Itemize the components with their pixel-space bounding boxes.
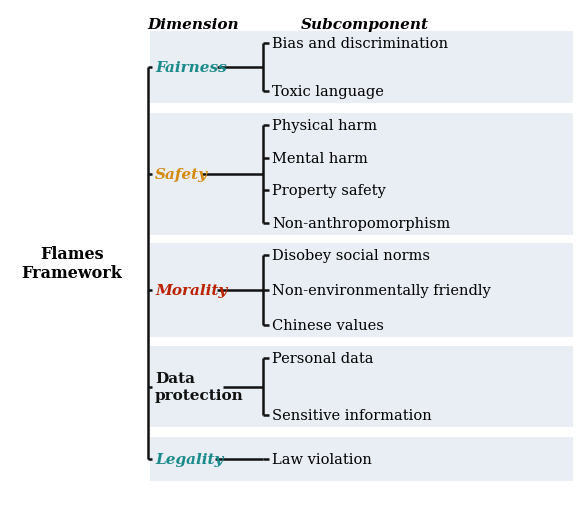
Bar: [150, 32, 573, 104]
Text: Sensitive information: Sensitive information: [272, 408, 432, 422]
Text: Disobey social norms: Disobey social norms: [272, 248, 430, 263]
Text: Data
protection: Data protection: [155, 372, 244, 402]
Text: Morality: Morality: [155, 284, 227, 297]
Text: Mental harm: Mental harm: [272, 151, 368, 165]
Text: Law violation: Law violation: [272, 452, 372, 466]
Text: Subcomponent: Subcomponent: [301, 18, 429, 32]
Bar: [150, 437, 573, 481]
Text: Non-environmentally friendly: Non-environmentally friendly: [272, 284, 491, 297]
Text: Toxic language: Toxic language: [272, 85, 384, 99]
Text: Non-anthropomorphism: Non-anthropomorphism: [272, 216, 450, 231]
Bar: [150, 243, 573, 337]
Text: Flames
Framework: Flames Framework: [21, 245, 123, 282]
Text: Safety: Safety: [155, 167, 208, 182]
Text: Bias and discrimination: Bias and discrimination: [272, 37, 448, 51]
Text: Physical harm: Physical harm: [272, 119, 377, 133]
Text: Personal data: Personal data: [272, 351, 373, 365]
Bar: [150, 114, 573, 236]
Bar: [150, 346, 573, 427]
Text: Legality: Legality: [155, 452, 223, 466]
Text: Chinese values: Chinese values: [272, 318, 384, 332]
Text: Property safety: Property safety: [272, 184, 386, 198]
Text: Fairness: Fairness: [155, 61, 227, 75]
Text: Dimension: Dimension: [147, 18, 239, 32]
